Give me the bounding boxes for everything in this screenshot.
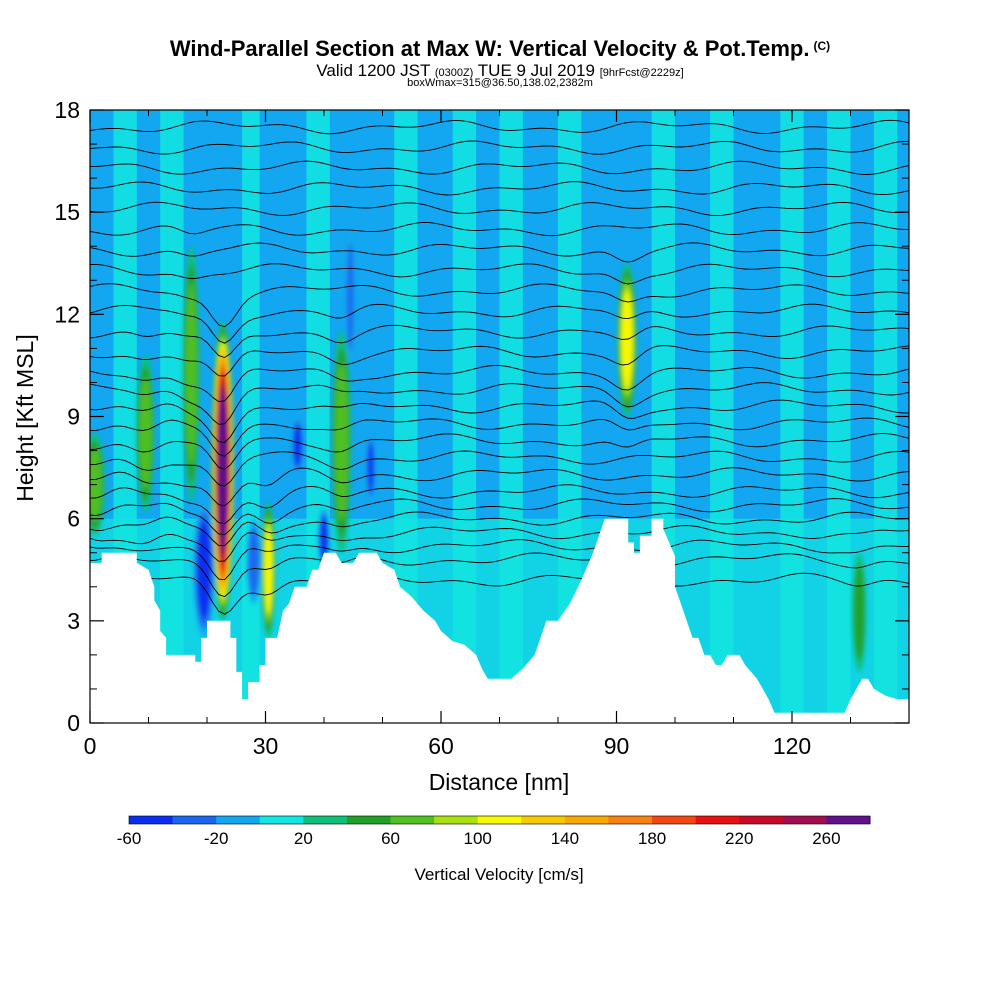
colorbar-tick-label: 220 [725, 829, 753, 848]
downdraft-core [320, 517, 328, 561]
updraft-core [185, 282, 197, 466]
colorbar-swatch [216, 816, 261, 824]
updraft-core [335, 362, 349, 522]
chart-title-text: Wind-Parallel Section at Max W: Vertical… [169, 36, 810, 61]
colorbar-label: Vertical Velocity [cm/s] [414, 865, 583, 884]
updraft-core [139, 377, 152, 490]
updraft-core [217, 387, 229, 555]
colorbar-tick-label: 60 [381, 829, 400, 848]
colorbar-swatch [739, 816, 784, 824]
theta-contour [90, 525, 909, 562]
updraft-core [264, 526, 273, 614]
theta-contour [90, 140, 909, 155]
colorbar-tick-label: 20 [294, 829, 313, 848]
theta-contour [90, 181, 909, 196]
y-axis-label: Height [Kft MSL] [12, 334, 38, 501]
chart-subtitle: Valid 1200 JST (0300Z) TUE 9 Jul 2019 [9… [0, 61, 1000, 81]
x-tick-label: 60 [428, 733, 454, 759]
colorbar-tick-label: -60 [117, 829, 142, 848]
box-wmax-info: boxWmax=315@36.50,138.02,2382m [407, 77, 593, 89]
colorbar-swatch [782, 816, 827, 824]
colorbar-tick-label: 180 [638, 829, 666, 848]
chart-title: Wind-Parallel Section at Max W: Vertical… [0, 36, 1000, 62]
theta-contour [90, 399, 909, 443]
colorbar: -60 -20 20 60 100 140 180 220 260 [117, 815, 871, 848]
axes: 0 30 60 90 120 0 3 6 9 12 15 18 [54, 97, 909, 759]
colorbar-frame [128, 815, 871, 825]
theta-contour [90, 450, 909, 487]
colorbar-swatch [521, 816, 566, 824]
plot-area [90, 110, 909, 723]
valid-time: Valid 1200 JST [316, 61, 431, 80]
downdraft-core [248, 527, 260, 596]
copyright-mark: (C) [813, 39, 831, 53]
theta-contour [90, 484, 909, 525]
colorbar-swatch [434, 816, 479, 824]
theta-contour [90, 160, 909, 175]
y-tick-label: 0 [67, 710, 80, 736]
y-tick-label: 3 [67, 608, 80, 634]
colorbar-swatch [303, 816, 348, 824]
theta-contour [90, 382, 909, 425]
downdraft-core [368, 443, 374, 492]
colorbar-tick-label: 100 [464, 829, 492, 848]
theta-contour [90, 345, 909, 377]
theta-contour [90, 324, 909, 358]
terrain-mask [90, 518, 909, 723]
x-tick-label: 0 [84, 733, 97, 759]
colorbar-swatch [390, 816, 435, 824]
theta-contour [90, 201, 909, 217]
updraft-core [853, 564, 865, 660]
theta-contour [90, 539, 909, 581]
theta-contour [90, 303, 909, 344]
theta-contour [90, 433, 909, 470]
theta-contours [90, 119, 909, 615]
theta-contour [90, 572, 909, 615]
colorbar-tick-label: -20 [204, 829, 229, 848]
y-tick-label: 12 [54, 301, 80, 327]
theta-contour [90, 221, 909, 237]
colorbar-swatch [826, 816, 871, 824]
x-tick-label: 120 [773, 733, 811, 759]
colorbar-swatch [695, 816, 740, 824]
forecast-info: [9hrFcst@2229z] [599, 67, 684, 79]
y-tick-label: 9 [67, 404, 80, 430]
colorbar-swatch [129, 816, 174, 824]
valid-date: TUE 9 Jul 2019 [477, 61, 595, 80]
colorbar-swatch [259, 816, 304, 824]
theta-contour [90, 263, 909, 285]
x-tick-label: 30 [253, 733, 279, 759]
colorbar-tick-label: 260 [812, 829, 840, 848]
colorbar-swatch [172, 816, 217, 824]
utc-time: (0300Z) [434, 67, 474, 79]
colorbar-tick-label: 140 [551, 829, 579, 848]
colorbar-swatch [564, 816, 609, 824]
y-tick-label: 18 [54, 97, 80, 123]
x-axis-label: Distance [nm] [429, 769, 570, 795]
theta-contour [90, 511, 909, 547]
theta-contour [90, 242, 909, 263]
downdraft-core [293, 424, 302, 467]
downdraft-core [347, 242, 354, 352]
theta-contour [90, 283, 909, 328]
x-tick-label: 90 [604, 733, 630, 759]
theta-contour [90, 467, 909, 507]
theta-contour [90, 119, 909, 135]
colorbar-swatch [608, 816, 653, 824]
colorbar-swatch [652, 816, 697, 824]
y-tick-label: 6 [67, 506, 80, 532]
theta-contour [90, 498, 909, 536]
colorbar-swatch [346, 816, 392, 824]
theta-contour [90, 417, 909, 457]
theta-contour [90, 552, 909, 598]
updraft-core [621, 291, 633, 389]
y-tick-label: 15 [54, 199, 80, 225]
colorbar-swatch [477, 816, 522, 824]
theta-contour [90, 365, 909, 403]
